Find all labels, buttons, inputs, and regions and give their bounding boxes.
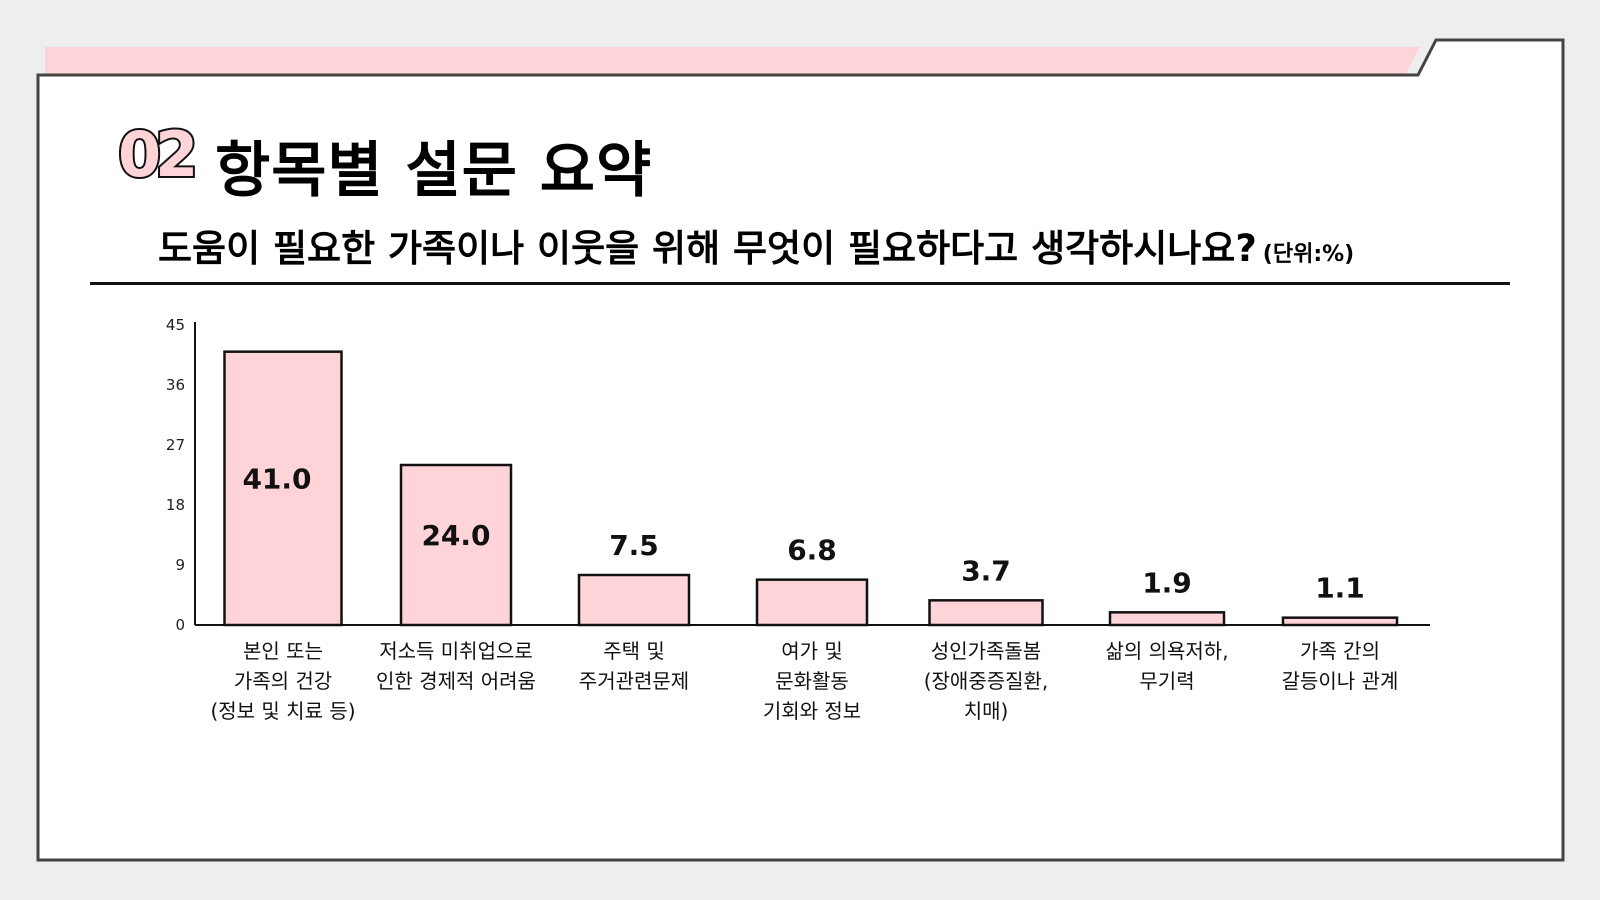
- bar-value-label: 1.9: [1142, 566, 1192, 599]
- bar-value-label: 24.0: [421, 519, 490, 552]
- bar: [577, 573, 691, 627]
- frame-panel: [36, 38, 1565, 862]
- y-tick-label: 45: [166, 316, 185, 334]
- bar-value-label: 6.8: [787, 534, 837, 567]
- x-category-label: 본인 또는 가족의 건강 (정보 및 치료 등): [210, 639, 356, 723]
- bar: [399, 463, 513, 627]
- question-text: 도움이 필요한 가족이나 이웃을 위해 무엇이 필요하다고 생각하시나요?: [158, 227, 1257, 270]
- unit-label: (단위:%): [1262, 242, 1355, 267]
- bar: [223, 350, 343, 627]
- y-tick-label: 18: [166, 496, 185, 514]
- x-category-label: 삶의 의욕저하, 무기력: [1105, 639, 1229, 693]
- x-category-label: 주택 및 주거관련문제: [578, 639, 690, 693]
- x-category-label: 저소득 미취업으로 인한 경제적 어려움: [376, 639, 536, 693]
- bar: [1108, 611, 1226, 627]
- bar: [1281, 616, 1399, 627]
- y-tick-label: 0: [175, 616, 185, 634]
- bar-value-label: 7.5: [609, 529, 659, 562]
- y-tick-label: 36: [166, 376, 185, 394]
- bar: [928, 599, 1044, 627]
- bar: [755, 578, 869, 627]
- x-category-label: 성인가족돌봄 (장애중증질환, 치매): [923, 639, 1049, 723]
- title-rule: [90, 282, 1510, 285]
- x-category-label: 가족 간의 갈등이나 관계: [1281, 639, 1399, 693]
- y-tick-label: 9: [175, 556, 185, 574]
- section-number: 02: [116, 116, 200, 193]
- question-heading: 도움이 필요한 가족이나 이웃을 위해 무엇이 필요하다고 생각하시나요? (단위…: [158, 218, 1354, 272]
- bar-value-label: 1.1: [1315, 572, 1365, 605]
- frame-tab: [45, 47, 1420, 75]
- bar-value-label: 41.0: [242, 462, 311, 495]
- bar-value-label: 3.7: [961, 554, 1011, 587]
- x-category-label: 여가 및 문화활동 기회와 정보: [762, 639, 862, 723]
- section-title: 항목별 설문 요약: [215, 136, 653, 206]
- y-tick-label: 27: [166, 436, 185, 454]
